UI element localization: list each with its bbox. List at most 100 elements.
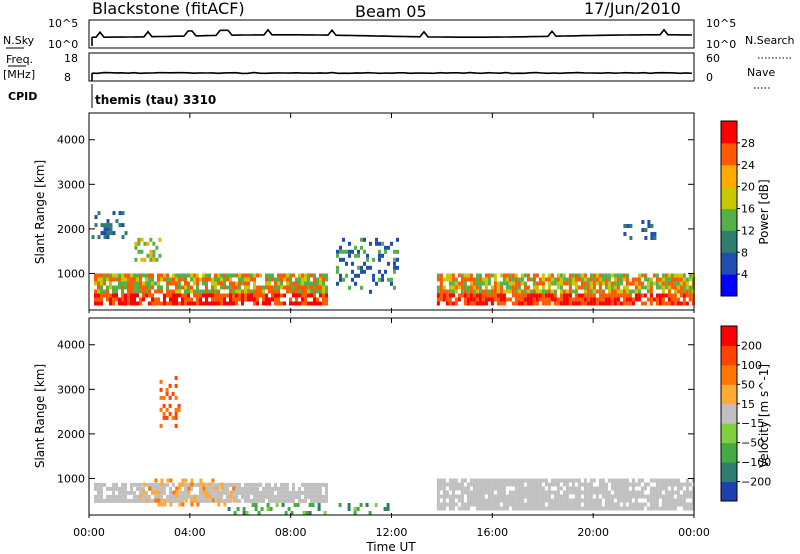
echo-cell (160, 273, 163, 278)
echo-cell (436, 301, 440, 306)
colorbar-band (721, 345, 737, 366)
echo-cell (664, 486, 668, 491)
echo-cell (550, 289, 554, 294)
echo-cell (460, 486, 464, 491)
echo-cell (661, 281, 665, 286)
echo-cell (535, 289, 539, 294)
echo-cell (670, 502, 674, 507)
echo-cell (463, 490, 467, 495)
echo-cell (604, 490, 608, 495)
echo-cell (691, 478, 695, 483)
echo-cell (580, 285, 584, 290)
echo-cell (496, 301, 500, 306)
echo-cell (667, 293, 671, 298)
echo-cell (577, 506, 581, 511)
echo-cell (247, 498, 250, 503)
echo-cell (143, 257, 147, 262)
echo-cell (529, 502, 533, 507)
echo-cell (196, 301, 199, 306)
echo-cell (679, 494, 683, 499)
echo-cell (595, 494, 599, 499)
colorbar-tick-label: 15 (741, 398, 755, 411)
colorbar-band (721, 326, 737, 346)
echo-cell (142, 297, 145, 302)
echo-cell (292, 482, 295, 487)
echo-cell (655, 277, 659, 282)
echo-cell (652, 494, 656, 499)
echo-cell (168, 383, 172, 388)
echo-cell (229, 490, 233, 495)
echo-cell (253, 490, 256, 495)
echo-cell (643, 277, 647, 282)
echo-cell (475, 293, 479, 298)
echo-cell (169, 486, 172, 491)
echo-cell (127, 490, 130, 495)
echo-cell (187, 482, 190, 487)
echo-cell (241, 281, 244, 286)
echo-cell (124, 273, 127, 278)
echo-cell (283, 301, 286, 306)
echo-cell (508, 502, 512, 507)
echo-cell (577, 301, 581, 306)
echo-cell (505, 285, 509, 290)
echo-cell (339, 273, 342, 278)
echo-cell (220, 486, 224, 491)
echo-cell (586, 297, 590, 302)
echo-cell (130, 498, 133, 503)
echo-cell (496, 478, 500, 483)
echo-cell (544, 297, 548, 302)
nsky-panel: N.Sky 10^5 10^0 10^5 10^0 N.Search (3, 17, 795, 59)
echo-cell (649, 506, 653, 511)
echo-cell (641, 220, 645, 224)
echo-cell (445, 482, 449, 487)
echo-cell (265, 285, 268, 290)
echo-cell (247, 281, 250, 286)
echo-cell (351, 277, 354, 282)
echo-cell (574, 273, 578, 278)
echo-cell (493, 498, 497, 503)
echo-cell (265, 482, 268, 487)
echo-cell (607, 273, 611, 278)
echo-cell (556, 297, 560, 302)
echo-cell (493, 289, 497, 294)
echo-cell (169, 301, 172, 306)
echo-cell (532, 494, 536, 499)
echo-cell (625, 285, 629, 290)
echo-cell (601, 297, 605, 302)
echo-cell (310, 281, 313, 286)
echo-cell (586, 494, 590, 499)
echo-cell (319, 490, 322, 495)
x-tick-label: 08:00 (275, 526, 307, 539)
echo-cell (217, 301, 220, 306)
colorbar-band (721, 186, 737, 209)
echo-cell (304, 281, 307, 286)
echo-cell (670, 478, 674, 483)
echo-cell (384, 245, 387, 250)
echo-cell (511, 494, 515, 499)
echo-cell (664, 478, 668, 483)
echo-cell (365, 503, 369, 507)
echo-cell (466, 293, 470, 298)
echo-cell (313, 277, 316, 282)
echo-cell (595, 301, 599, 306)
echo-cell (673, 490, 677, 495)
echo-cell (307, 293, 310, 298)
echo-cell (517, 277, 521, 282)
echo-cell (91, 235, 95, 240)
echo-cell (607, 494, 611, 499)
echo-cell (625, 506, 629, 511)
echo-cell (178, 502, 182, 507)
echo-cell (220, 482, 224, 487)
echo-cell (535, 301, 539, 306)
echo-cell (511, 301, 515, 306)
echo-cell (679, 482, 683, 487)
echo-cell (580, 277, 584, 282)
echo-cell (541, 297, 545, 302)
echo-cell (535, 490, 539, 495)
echo-cell (97, 273, 100, 278)
echo-cell (595, 297, 599, 302)
echo-cell (166, 494, 169, 499)
echo-cell (647, 224, 651, 228)
echo-cell (322, 289, 325, 294)
echo-cell (295, 289, 298, 294)
